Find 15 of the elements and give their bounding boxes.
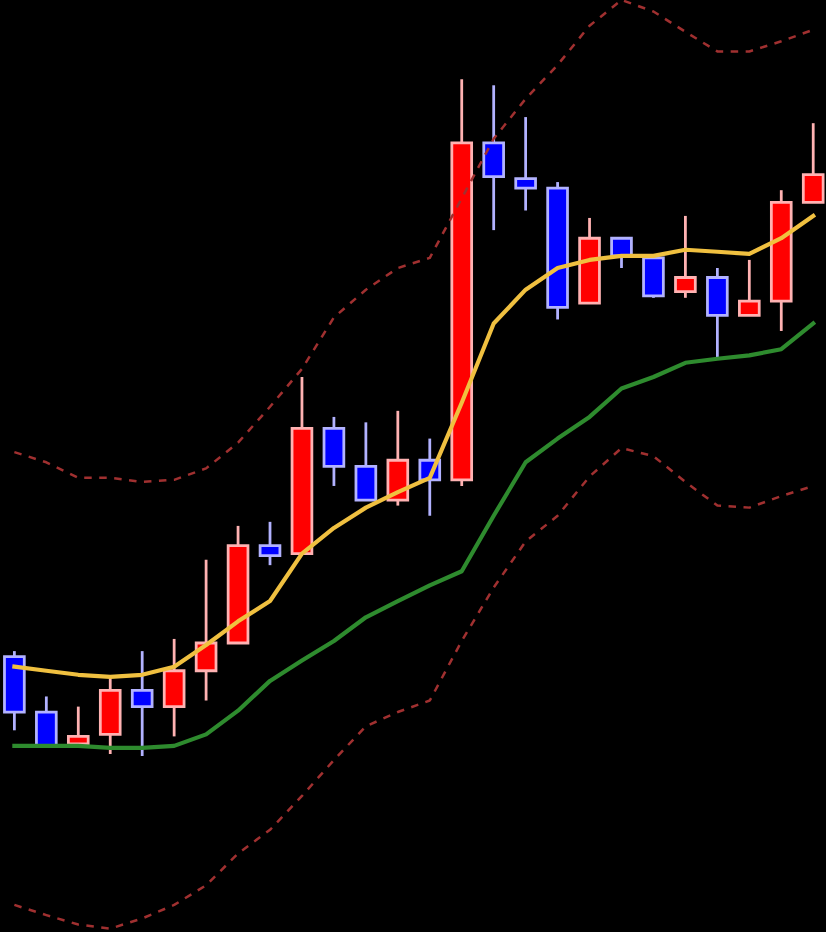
- candlestick: [130, 649, 154, 758]
- candlestick: [482, 83, 505, 232]
- candlestick: [706, 266, 729, 359]
- candlestick: [322, 415, 346, 488]
- candlestick: [98, 675, 122, 756]
- candlestick: [514, 115, 537, 212]
- candlestick: [258, 520, 282, 567]
- candlestick: [35, 695, 58, 748]
- candlestick: [66, 705, 90, 746]
- candlestick: [738, 258, 761, 317]
- candlestick: [354, 420, 378, 502]
- candlestick: [801, 121, 825, 204]
- candlestick: [674, 214, 697, 300]
- candlestick: [162, 637, 186, 738]
- candlestick: [642, 256, 665, 300]
